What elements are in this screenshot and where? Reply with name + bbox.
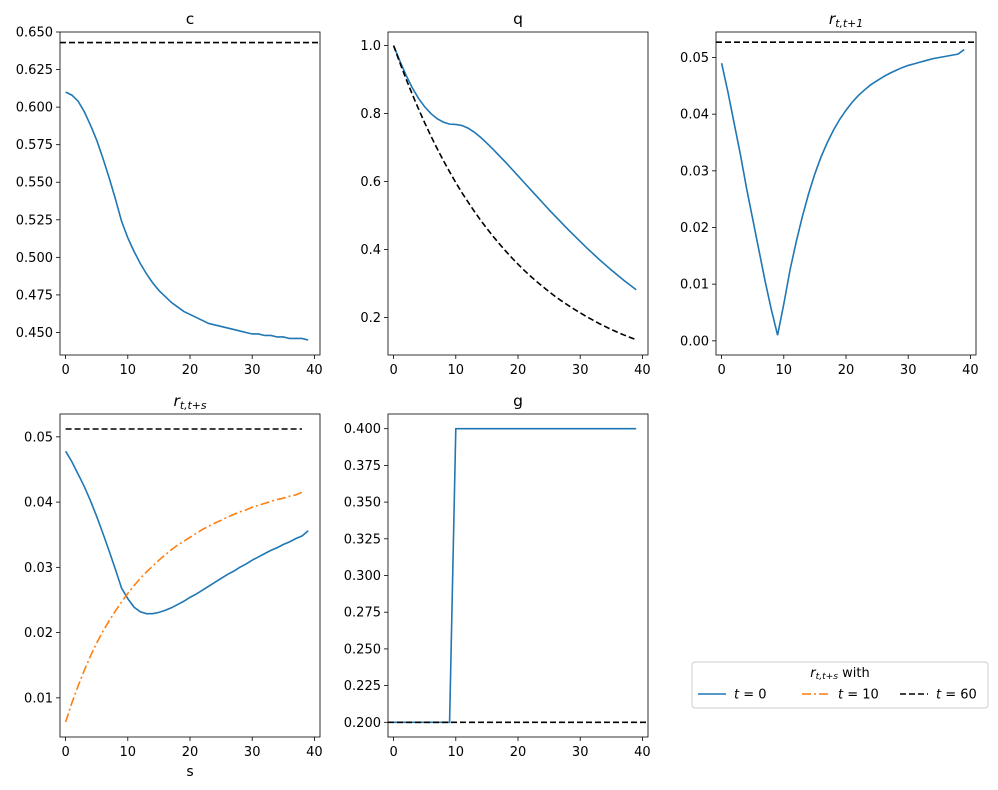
y-tick-label: 0.04 (24, 496, 53, 511)
y-tick-label: 0.375 (344, 459, 381, 474)
x-tick-label: 30 (244, 745, 261, 760)
y-tick-label: 0.225 (344, 679, 381, 694)
panel-4: 0 10 20 30 40 0.200 0.225 0.250 0.275 0.300 0.325 0… (344, 392, 651, 760)
panel-title: q (513, 10, 523, 28)
y-tick-label: 0.01 (680, 278, 709, 293)
x-tick-label: 40 (634, 363, 651, 378)
y-tick-label: 1.0 (360, 39, 381, 54)
plot-area (388, 427, 648, 724)
x-tick-label: 10 (776, 363, 793, 378)
plot-area (60, 41, 320, 341)
legend-label: t = 60 (936, 688, 977, 703)
x-tick-label: 10 (120, 363, 137, 378)
y-tick-label: 0.03 (680, 164, 709, 179)
x-tick-label: 0 (389, 363, 397, 378)
y-tick-label: 0.01 (24, 691, 53, 706)
x-tick-label: 30 (244, 363, 261, 378)
panel-1: 0 10 20 30 40 0.2 0.4 0.6 0.8 1.0 q (360, 10, 650, 378)
panel-title: rt,t+s (173, 392, 206, 412)
legend-frame (691, 661, 989, 709)
x-tick-label: 40 (306, 745, 323, 760)
x-tick-label: 30 (900, 363, 917, 378)
x-tick-label: 20 (182, 363, 199, 378)
x-tick-label: 0 (61, 363, 69, 378)
y-tick-label: 0.02 (24, 626, 53, 641)
series-line-0 (392, 45, 637, 291)
panel-2: 0 10 20 30 40 0.00 0.01 0.02 0.03 0.04 0.05 rt,t+1 (680, 10, 979, 378)
panel-title: c (186, 10, 195, 28)
y-tick-label: 0.625 (16, 63, 53, 78)
y-tick-label: 0.4 (360, 243, 381, 258)
x-tick-label: 20 (510, 363, 527, 378)
y-tick-label: 0.650 (16, 26, 53, 41)
x-tick-label: 30 (572, 745, 589, 760)
y-tick-label: 0.500 (16, 251, 53, 266)
panel-title: rt,t+1 (829, 10, 863, 30)
y-tick-label: 0.6 (360, 175, 381, 190)
y-tick-label: 0.300 (344, 569, 381, 584)
x-tick-label: 40 (306, 363, 323, 378)
x-tick-label: 30 (572, 363, 589, 378)
x-axis-label: s (186, 764, 193, 780)
panel-title: g (513, 392, 523, 410)
y-tick-label: 0.275 (344, 606, 381, 621)
y-tick-label: 0.2 (360, 311, 381, 326)
y-tick-label: 0.525 (16, 213, 53, 228)
series-line-0 (720, 48, 965, 336)
x-tick-label: 10 (448, 363, 465, 378)
series-line-1 (392, 45, 637, 341)
y-tick-label: 0.475 (16, 288, 53, 303)
x-tick-label: 20 (510, 745, 527, 760)
y-tick-label: 0.05 (680, 51, 709, 66)
legend-label: t = 0 (734, 688, 767, 703)
x-tick-label: 20 (182, 745, 199, 760)
y-tick-label: 0.250 (344, 642, 381, 657)
x-tick-label: 10 (448, 745, 465, 760)
plot-area (392, 45, 637, 341)
legend-label: t = 10 (838, 688, 879, 703)
y-tick-label: 0.200 (344, 716, 381, 731)
y-tick-label: 0.03 (24, 561, 53, 576)
x-tick-label: 20 (838, 363, 855, 378)
x-tick-label: 0 (61, 745, 69, 760)
y-tick-label: 0.04 (680, 108, 709, 123)
y-tick-label: 0.600 (16, 101, 53, 116)
x-tick-label: 10 (120, 745, 137, 760)
series-line-0 (65, 91, 309, 341)
series-line-0 (393, 427, 637, 724)
y-tick-label: 0.575 (16, 138, 53, 153)
panel-3: 0 10 20 30 40 0.01 0.02 0.03 0.04 0.05 rt,t+s s (24, 392, 323, 780)
legend-title: rt,t+s with (810, 666, 869, 682)
y-tick-label: 0.00 (680, 334, 709, 349)
legend: rt,t+s with t = 0 t = 10 t = 60 (691, 661, 989, 709)
y-tick-label: 0.400 (344, 422, 381, 437)
x-tick-label: 40 (634, 745, 651, 760)
series-line-1 (64, 491, 303, 723)
y-tick-label: 0.05 (24, 430, 53, 445)
plot-area (64, 428, 309, 723)
y-tick-label: 0.02 (680, 221, 709, 236)
y-tick-label: 0.550 (16, 176, 53, 191)
panel-0: 0 10 20 30 40 0.450 0.475 0.500 0.525 0.550 0.575 0… (16, 10, 323, 378)
x-tick-label: 0 (389, 745, 397, 760)
y-tick-label: 0.8 (360, 107, 381, 122)
y-tick-label: 0.325 (344, 532, 381, 547)
y-tick-label: 0.450 (16, 326, 53, 341)
series-line-0 (64, 450, 309, 615)
y-tick-label: 0.350 (344, 496, 381, 511)
x-tick-label: 0 (717, 363, 725, 378)
plot-area (716, 41, 976, 336)
x-tick-label: 40 (962, 363, 979, 378)
